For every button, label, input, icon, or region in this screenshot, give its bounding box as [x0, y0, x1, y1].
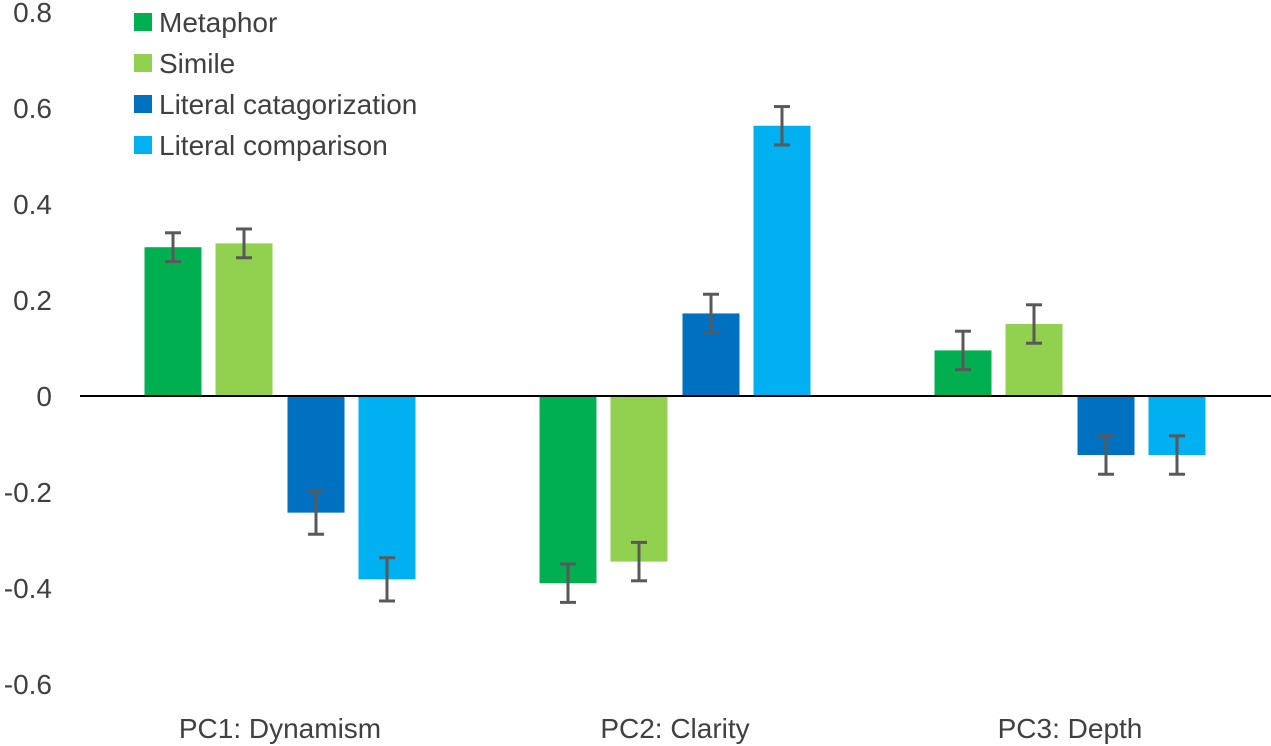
bar-simile [610, 396, 668, 562]
legend-label: Literal catagorization [159, 89, 417, 120]
x-category-label: PC3: Depth [998, 713, 1143, 744]
y-tick-label: -0.6 [4, 669, 52, 700]
bars [144, 125, 1206, 584]
bar-metaphor [144, 247, 202, 396]
y-tick-label: 0 [36, 381, 52, 412]
y-tick-label: 0.6 [13, 93, 52, 124]
bar-simile [215, 243, 273, 396]
legend-label: Metaphor [159, 7, 277, 38]
legend-label: Simile [159, 48, 235, 79]
legend-label: Literal comparison [159, 130, 388, 161]
legend: Metaphor Simile Literal catagorization Lite… [134, 7, 417, 161]
legend-swatch [134, 13, 152, 31]
x-category-label: PC1: Dynamism [179, 713, 381, 744]
y-tick-label: 0.2 [13, 285, 52, 316]
y-tick-label: 0.8 [13, 0, 52, 28]
legend-swatch [134, 95, 152, 113]
y-tick-label: -0.4 [4, 573, 52, 604]
bar-literal-comparison [358, 396, 416, 580]
y-tick-label: -0.2 [4, 477, 52, 508]
y-tick-label: 0.4 [13, 189, 52, 220]
x-axis-labels: PC1: Dynamism PC2: Clarity PC3: Depth [179, 713, 1143, 744]
bar-metaphor [539, 396, 597, 584]
bar-literal-comparison [753, 125, 811, 396]
x-category-label: PC2: Clarity [600, 713, 749, 744]
error-bars [165, 105, 1185, 604]
legend-swatch [134, 54, 152, 72]
legend-swatch [134, 136, 152, 154]
y-axis-ticks: 0.8 0.6 0.4 0.2 0 -0.2 -0.4 -0.6 [4, 0, 52, 700]
